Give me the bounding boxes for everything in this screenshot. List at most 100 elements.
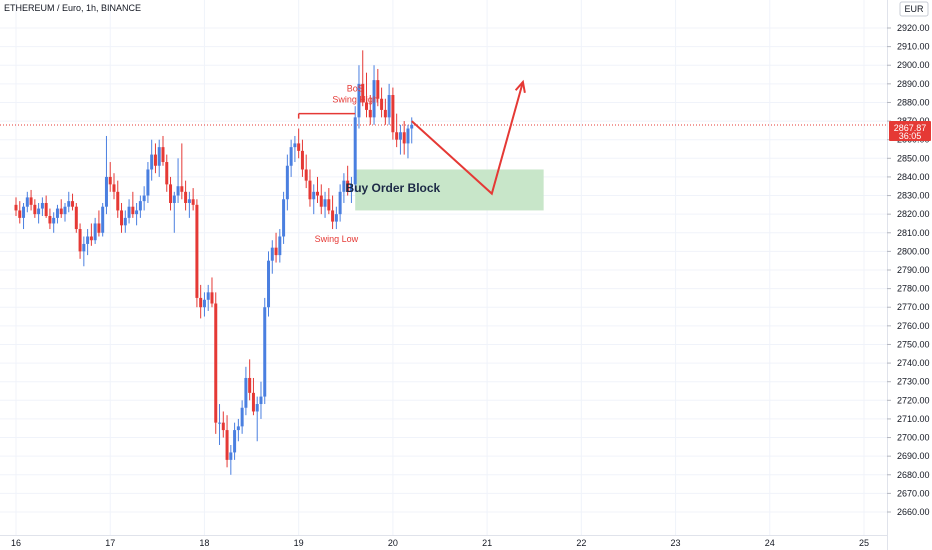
candle [331, 195, 335, 230]
candle [334, 206, 338, 230]
candle [123, 210, 127, 233]
chart-title: ETHEREUM / Euro, 1h, BINANCE [4, 3, 141, 13]
candle-body [308, 180, 312, 200]
candle [372, 65, 376, 125]
candle [52, 212, 56, 233]
candle-body [29, 197, 33, 205]
candle [233, 422, 237, 460]
price-tick-label: 2730.00 [897, 377, 930, 387]
candle [89, 223, 93, 246]
candle-body [312, 191, 316, 200]
candle [267, 251, 271, 317]
candle [165, 154, 169, 192]
candle-body [395, 132, 399, 140]
date-tick-label: 25 [859, 538, 869, 548]
candle-body [71, 201, 75, 207]
candle-body [191, 199, 195, 205]
candle-body [383, 109, 387, 118]
candle [63, 202, 67, 222]
candle [308, 169, 312, 207]
candle-body [274, 247, 278, 256]
candle [214, 292, 218, 434]
candle [116, 180, 120, 218]
candle-body [206, 292, 210, 300]
date-tick-label: 20 [388, 538, 398, 548]
candle [395, 113, 399, 148]
candle-body [104, 176, 108, 207]
price-tick-label: 2890.00 [897, 79, 930, 89]
candle-body [172, 195, 176, 203]
candle-body [169, 184, 173, 203]
candle [255, 396, 259, 442]
candle-body [304, 169, 308, 181]
candle [361, 50, 365, 107]
price-tick-label: 2900.00 [897, 60, 930, 70]
candle [304, 154, 308, 189]
candle-body [18, 210, 22, 218]
candle [180, 143, 184, 200]
candle-body [146, 169, 150, 196]
candle [300, 139, 304, 177]
candle-body [331, 210, 335, 222]
candle [319, 184, 323, 215]
candle-body [67, 201, 71, 207]
candle-body [372, 80, 376, 118]
date-tick-label: 18 [199, 538, 209, 548]
candle-body [22, 206, 26, 218]
candle-body [398, 132, 402, 140]
price-tick-label: 2700.00 [897, 433, 930, 443]
candle-countdown: 36:05 [899, 131, 922, 141]
candle [187, 191, 191, 218]
candle-body [316, 191, 320, 196]
candle [78, 223, 82, 259]
candle [120, 202, 124, 233]
date-tick-label: 22 [576, 538, 586, 548]
price-tick-label: 2830.00 [897, 191, 930, 201]
candle [135, 202, 139, 226]
candle [161, 135, 165, 166]
candle-body [338, 191, 342, 215]
candle [82, 236, 86, 267]
candle-body [86, 236, 90, 244]
order-block-layer [0, 124, 887, 211]
candle-body [376, 80, 380, 99]
candle-body [218, 422, 222, 424]
candle [101, 202, 105, 237]
candle [357, 65, 361, 129]
candle [406, 124, 410, 159]
candle [274, 232, 278, 263]
candle [263, 297, 267, 405]
price-tick-label: 2820.00 [897, 209, 930, 219]
candle [402, 121, 406, 155]
candle [398, 124, 402, 155]
candle-body [210, 292, 214, 304]
order-block-zone [355, 169, 544, 211]
candle [244, 366, 248, 416]
currency-code: EUR [904, 4, 924, 14]
candle [195, 199, 199, 308]
currency-label[interactable]: EUR [899, 1, 929, 17]
candle [131, 191, 135, 218]
candle-body [93, 223, 97, 241]
candle-body [334, 214, 338, 222]
candle [349, 176, 353, 203]
candle-body [263, 307, 267, 397]
price-tick-label: 2780.00 [897, 284, 930, 294]
candle [22, 202, 26, 230]
price-tick-label: 2750.00 [897, 339, 930, 349]
candle [293, 135, 297, 163]
candle-body [44, 202, 48, 217]
candle-body [402, 132, 406, 144]
candle-body [368, 109, 372, 118]
candle-body [300, 150, 304, 170]
candle-body [244, 377, 248, 408]
candle [138, 195, 142, 218]
candle-body [82, 243, 86, 252]
candle-body [112, 184, 116, 192]
candle-body [40, 202, 44, 209]
candle-body [380, 98, 384, 110]
candle-body [240, 407, 244, 427]
candle [210, 277, 214, 308]
candle [353, 106, 357, 192]
